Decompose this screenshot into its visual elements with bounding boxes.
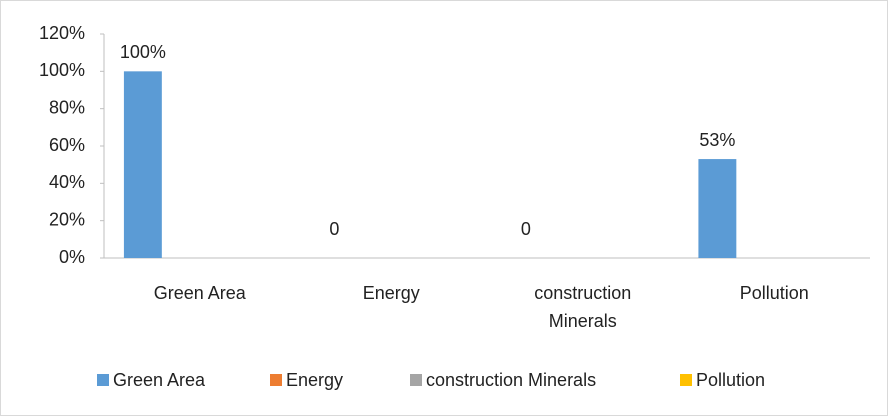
x-tick-label: Green Area (154, 283, 247, 303)
y-tick-label: 40% (49, 172, 85, 192)
data-label: 0 (521, 219, 531, 239)
data-label: 100% (120, 42, 166, 62)
y-tick-label: 120% (39, 23, 85, 43)
legend-label: construction Minerals (426, 370, 596, 390)
legend-swatch (680, 374, 692, 386)
y-tick-label: 20% (49, 209, 85, 229)
legend-label: Pollution (696, 370, 765, 390)
y-tick-label: 100% (39, 60, 85, 80)
data-label: 0 (329, 219, 339, 239)
legend-label: Energy (286, 370, 343, 390)
x-tick-label: construction Minerals (534, 283, 631, 331)
legend-swatch (270, 374, 282, 386)
x-tick-label: Pollution (740, 283, 809, 303)
bar (698, 159, 737, 258)
bar (123, 71, 162, 258)
y-tick-label: 0% (59, 247, 85, 267)
legend-swatch (97, 374, 109, 386)
y-tick-label: 60% (49, 135, 85, 155)
legend-label: Green Area (113, 370, 206, 390)
x-tick-label: Energy (363, 283, 420, 303)
legend-swatch (410, 374, 422, 386)
y-tick-label: 80% (49, 97, 85, 117)
data-label: 53% (699, 130, 735, 150)
